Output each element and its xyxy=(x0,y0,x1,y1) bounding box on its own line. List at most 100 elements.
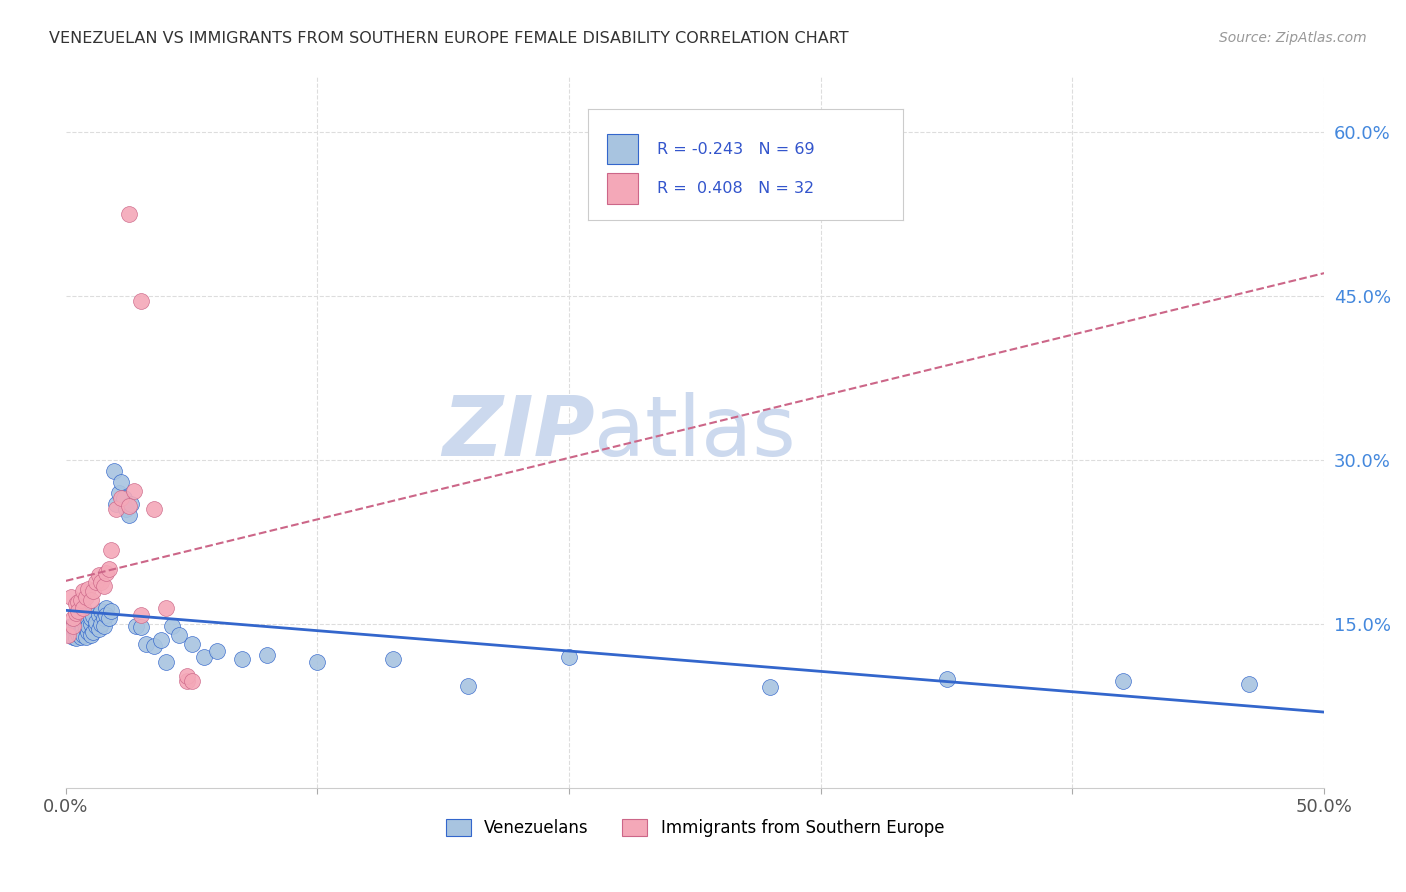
Point xyxy=(558,649,581,664)
Point xyxy=(93,611,115,625)
Point xyxy=(59,628,82,642)
Point xyxy=(180,673,202,688)
Point xyxy=(62,611,84,625)
Point xyxy=(1112,673,1135,688)
Point xyxy=(67,626,90,640)
Point xyxy=(105,502,128,516)
Point xyxy=(176,673,198,688)
Point xyxy=(160,619,183,633)
Point xyxy=(80,611,103,625)
Text: Source: ZipAtlas.com: Source: ZipAtlas.com xyxy=(1219,31,1367,45)
Point xyxy=(118,508,141,522)
Point xyxy=(72,584,94,599)
Point xyxy=(84,619,107,633)
Point xyxy=(90,616,112,631)
Point xyxy=(90,604,112,618)
Point xyxy=(58,628,80,642)
Point xyxy=(118,499,141,513)
Point xyxy=(122,483,145,498)
Point xyxy=(77,624,100,639)
Point xyxy=(115,502,138,516)
Point xyxy=(87,608,110,623)
Point xyxy=(120,497,142,511)
Legend: Venezuelans, Immigrants from Southern Europe: Venezuelans, Immigrants from Southern Eu… xyxy=(439,812,950,844)
Point xyxy=(75,623,97,637)
Point xyxy=(256,648,278,662)
Point xyxy=(70,624,93,639)
Point xyxy=(62,630,84,644)
Point xyxy=(80,592,103,607)
Point xyxy=(62,625,84,640)
Point xyxy=(93,579,115,593)
Point xyxy=(87,623,110,637)
Text: VENEZUELAN VS IMMIGRANTS FROM SOUTHERN EUROPE FEMALE DISABILITY CORRELATION CHAR: VENEZUELAN VS IMMIGRANTS FROM SOUTHERN E… xyxy=(49,31,849,46)
Point xyxy=(180,636,202,650)
Point xyxy=(107,485,129,500)
Point xyxy=(142,639,165,653)
Point xyxy=(103,464,125,478)
Point xyxy=(231,652,253,666)
Point xyxy=(90,575,112,590)
Point xyxy=(131,620,153,634)
Point xyxy=(142,502,165,516)
Point xyxy=(75,630,97,644)
Point xyxy=(118,207,141,221)
Point xyxy=(77,619,100,633)
Point xyxy=(72,621,94,635)
Point xyxy=(65,616,87,631)
Point xyxy=(82,584,104,599)
Point xyxy=(307,655,329,669)
Point xyxy=(935,672,957,686)
Point xyxy=(77,582,100,596)
Point xyxy=(100,542,122,557)
Point xyxy=(70,592,93,607)
Text: atlas: atlas xyxy=(595,392,796,473)
Point xyxy=(72,600,94,615)
Point xyxy=(150,633,173,648)
Point xyxy=(105,497,128,511)
Point xyxy=(100,604,122,618)
Point xyxy=(110,475,132,489)
Point xyxy=(135,636,157,650)
Point xyxy=(110,491,132,506)
Point xyxy=(59,619,82,633)
Point xyxy=(70,615,93,629)
Point xyxy=(97,611,120,625)
Point xyxy=(87,567,110,582)
Point xyxy=(58,623,80,637)
Point xyxy=(94,608,117,623)
Point xyxy=(155,600,177,615)
Point xyxy=(176,669,198,683)
Point xyxy=(131,608,153,623)
Point xyxy=(65,597,87,611)
Point xyxy=(67,595,90,609)
Point xyxy=(67,604,90,618)
Point xyxy=(94,600,117,615)
Point xyxy=(67,624,90,638)
Point xyxy=(167,628,190,642)
Point xyxy=(93,619,115,633)
Point xyxy=(382,652,405,666)
Point xyxy=(59,590,82,604)
Point xyxy=(65,631,87,645)
Point xyxy=(72,614,94,628)
Point xyxy=(125,619,148,633)
Point xyxy=(112,491,135,506)
Point xyxy=(75,590,97,604)
Point xyxy=(70,630,93,644)
Point xyxy=(155,655,177,669)
Point xyxy=(131,294,153,309)
Point xyxy=(82,609,104,624)
Point xyxy=(65,624,87,639)
Point xyxy=(84,615,107,629)
Point xyxy=(75,609,97,624)
Point xyxy=(759,681,782,695)
Point xyxy=(65,606,87,620)
Point xyxy=(193,649,215,664)
Point xyxy=(72,628,94,642)
Point xyxy=(80,628,103,642)
Point xyxy=(80,616,103,631)
Point xyxy=(205,644,228,658)
Point xyxy=(97,562,120,576)
Point xyxy=(62,620,84,634)
